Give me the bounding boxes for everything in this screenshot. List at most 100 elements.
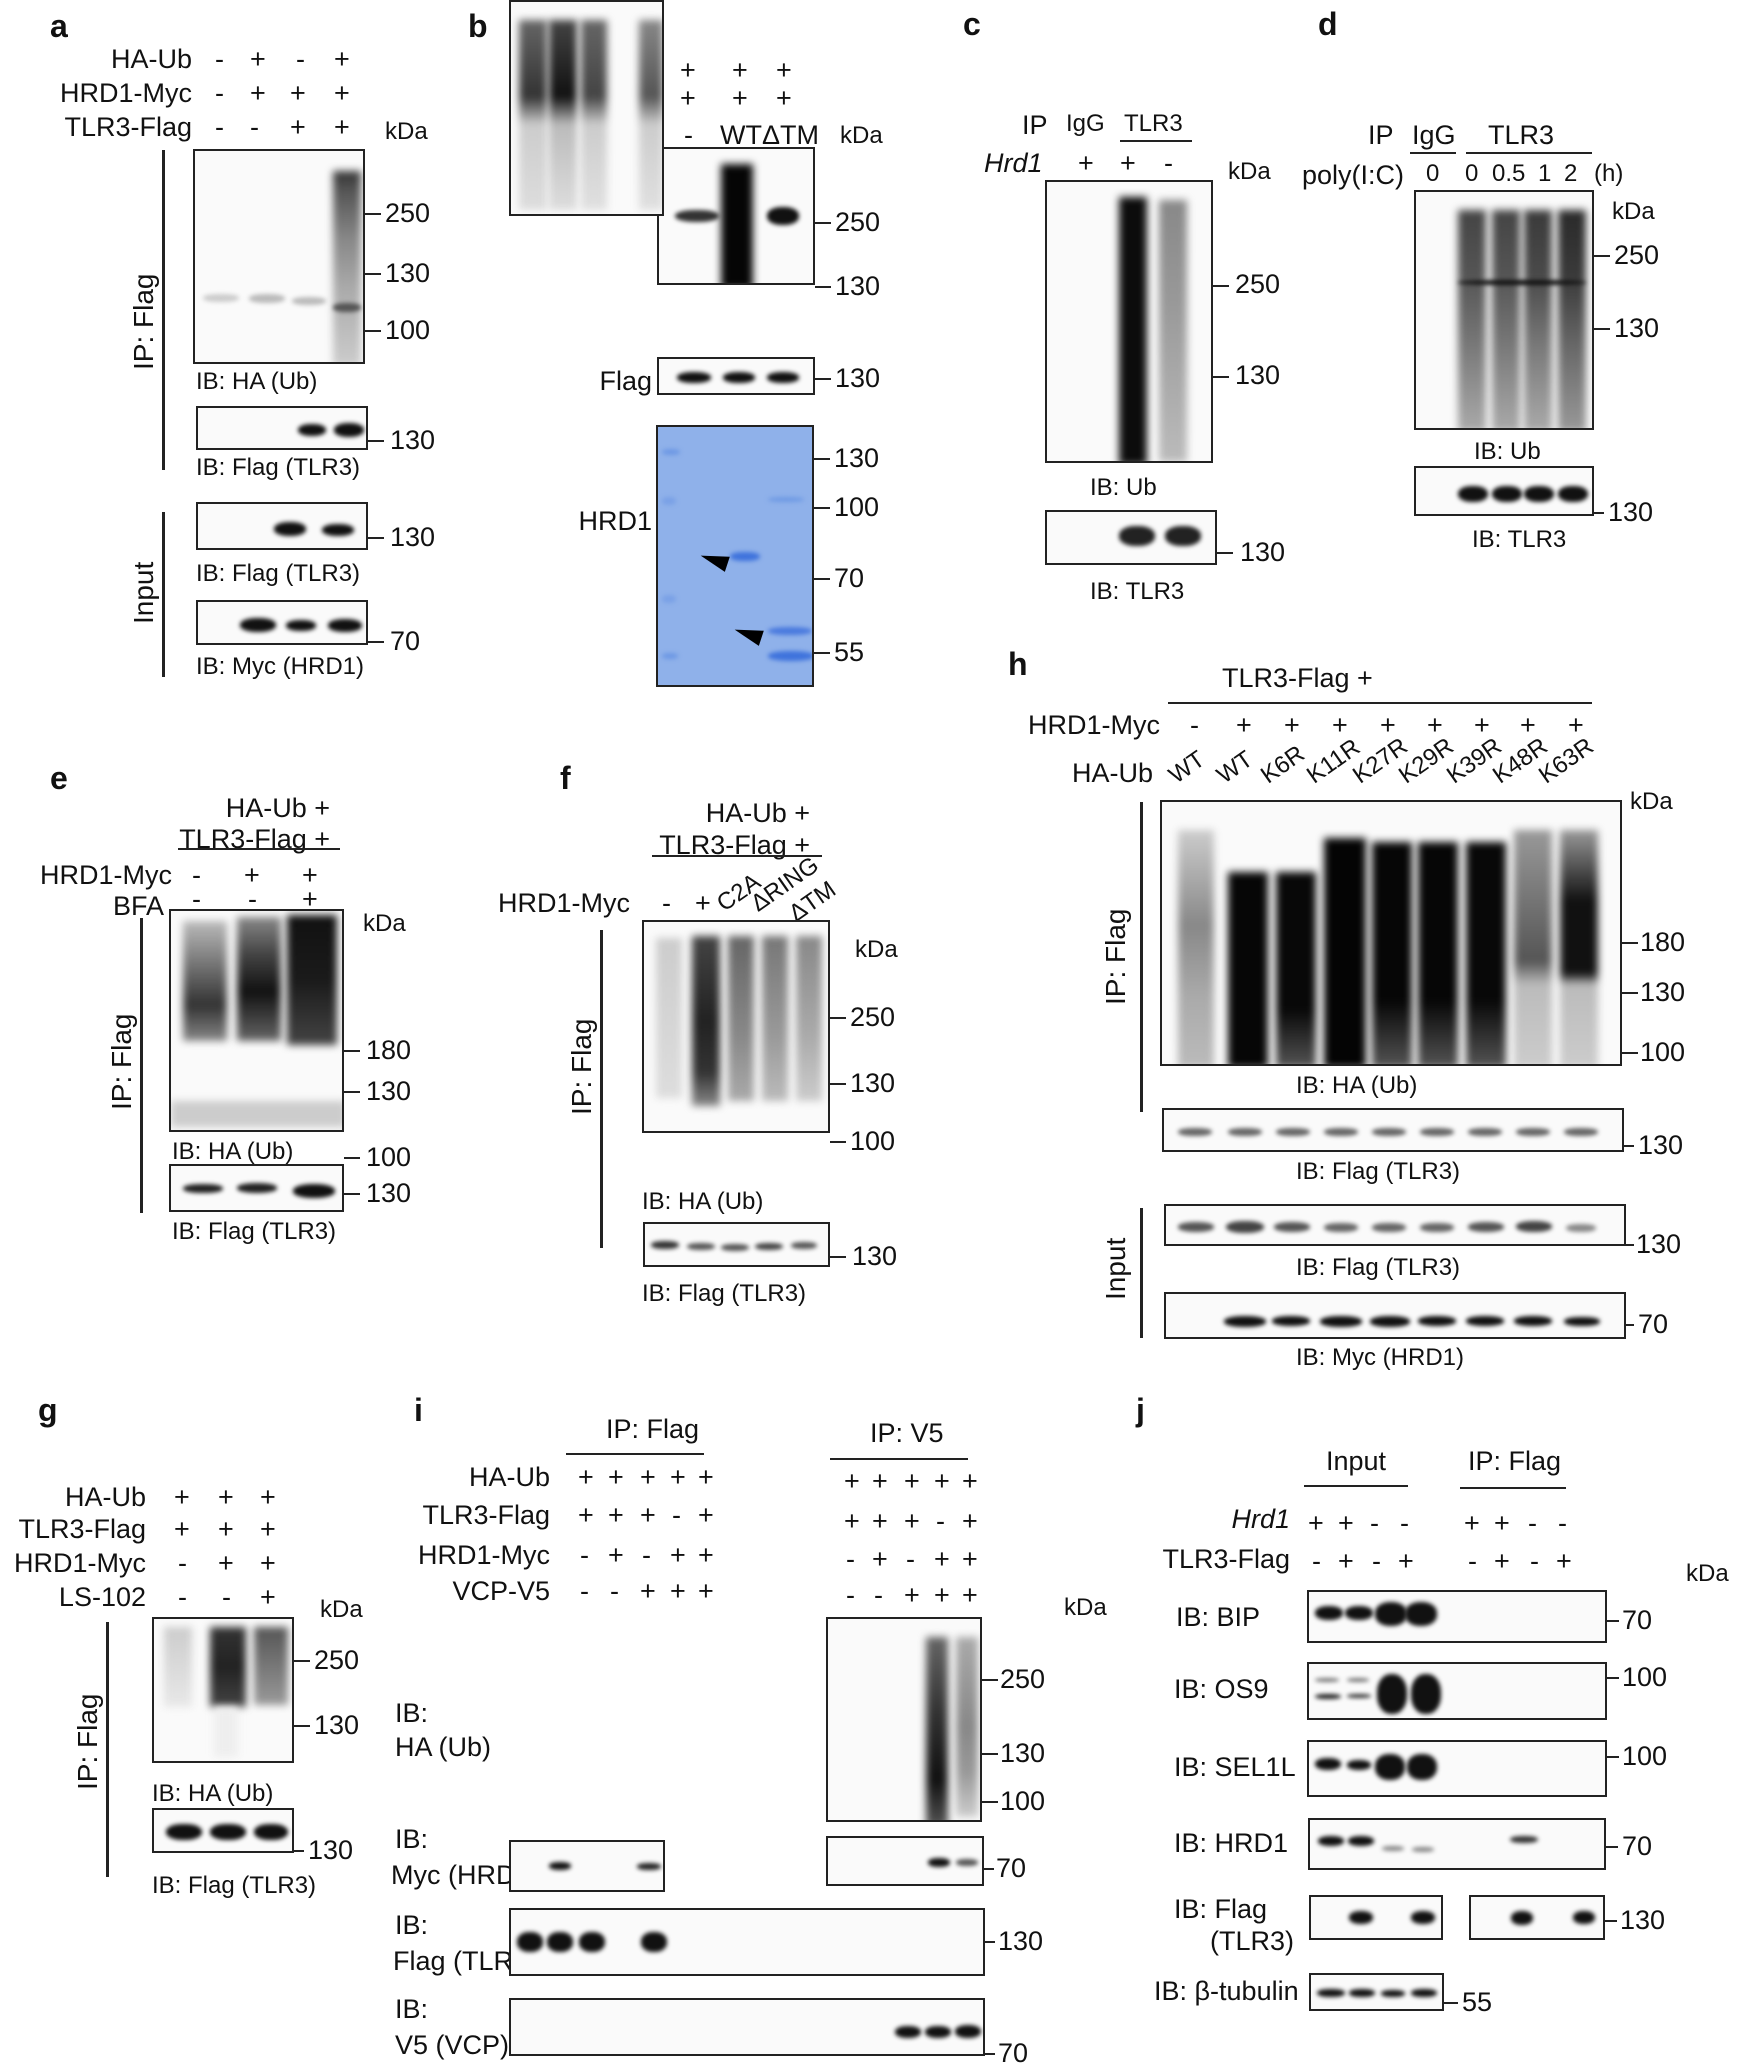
mw-marker: 100: [1000, 1786, 1046, 1816]
common-condition: TLR3-Flag +: [659, 830, 810, 860]
group-bar: [1410, 152, 1456, 154]
blot-ub: [1045, 180, 1213, 463]
ib-label: IB: Flag: [1174, 1894, 1268, 1924]
lane-value: +: [1427, 710, 1443, 740]
lane-value: -: [610, 1576, 619, 1606]
lane-value: -: [580, 1576, 589, 1606]
lane-value: -: [1372, 1546, 1381, 1576]
blot-ha-ub-ip-v5: [826, 1617, 982, 1822]
mw-marker: 180: [366, 1035, 412, 1065]
lane-value: -: [1528, 1508, 1537, 1538]
panel-label: e: [50, 760, 68, 796]
unit-label: (h): [1594, 160, 1624, 187]
lane-value: -: [580, 1540, 589, 1570]
panel-label: d: [1318, 6, 1338, 42]
lane-value: 2: [1564, 160, 1578, 187]
lane-value: +: [904, 1506, 920, 1536]
blot-flag-tlr3-input: [196, 502, 368, 550]
blot-ha-ub: [1160, 800, 1622, 1066]
lane-value: 0: [1465, 160, 1479, 187]
kda-label: kDa: [1630, 788, 1673, 815]
blot-myc-hrd1: [196, 600, 368, 645]
lane-value: +: [1338, 1546, 1354, 1576]
lane-value: +: [1494, 1508, 1510, 1538]
blot-label: Flag: [599, 366, 652, 396]
lane-value: +: [670, 1462, 686, 1492]
group-bracket: [600, 930, 603, 1248]
group-label: IP: Flag: [1468, 1446, 1562, 1476]
ib-label: IB: HRD1: [1174, 1828, 1289, 1858]
ib-label: HA (Ub): [395, 1732, 492, 1762]
blot-ub: [1414, 190, 1594, 430]
ib-label: IB: Flag (TLR3): [642, 1280, 807, 1307]
condition-label: Hrd1: [1231, 1504, 1290, 1534]
mw-marker: 130: [834, 443, 880, 473]
group-bracket: [1140, 1208, 1143, 1338]
group-bar: [652, 855, 822, 857]
lane-value: -: [192, 884, 201, 914]
condition-label: HA-Ub: [1072, 758, 1154, 788]
blot-v5-vcp: [509, 1998, 985, 2056]
lane-value: -: [1558, 1508, 1567, 1538]
condition-label: Hrd1: [984, 148, 1043, 178]
mw-marker: 130: [1620, 1905, 1666, 1935]
lane-value: +: [698, 1540, 714, 1570]
blot-ha-ub: [642, 920, 830, 1133]
lane-value: +: [218, 1482, 234, 1512]
lane-value: +: [680, 55, 696, 85]
blot-myc-hrd1: [1164, 1292, 1626, 1339]
condition-label: HA-Ub: [64, 1482, 146, 1512]
lane-value: -: [1468, 1546, 1477, 1576]
mw-marker: 100: [1622, 1662, 1668, 1692]
kda-label: kDa: [363, 910, 406, 937]
panel-label: c: [963, 6, 981, 42]
lane-value: -: [178, 1548, 187, 1578]
lane-value: +: [260, 1582, 276, 1612]
blot-flag-tlr3: [169, 1164, 344, 1212]
blot-flag-tlr3-ip: [1162, 1108, 1624, 1152]
lane-value: +: [1332, 710, 1348, 740]
group-label-ip: IP: Flag: [106, 1013, 137, 1110]
lane-value: +: [640, 1500, 656, 1530]
lane-value: -: [215, 112, 224, 142]
kda-label: kDa: [1686, 1560, 1729, 1587]
group-bracket: [162, 150, 165, 470]
group-bracket: [162, 512, 165, 677]
blot-myc-hrd1-ip-flag: [509, 1840, 665, 1892]
lane-value: -: [192, 860, 201, 890]
blot-flag-tlr3-input: [1164, 1204, 1626, 1246]
lane-value: +: [962, 1506, 978, 1536]
lane-value: +: [962, 1544, 978, 1574]
blot-flag: [657, 357, 815, 395]
panel-label: g: [38, 1392, 58, 1428]
blot-beta-tubulin: [1309, 1973, 1444, 2011]
lane-value: +: [670, 1576, 686, 1606]
lane-value: +: [1520, 710, 1536, 740]
lane-value: +: [174, 1482, 190, 1512]
lane-value: -: [936, 1506, 945, 1536]
blot-flag-tlr3: [152, 1808, 294, 1853]
mw-marker: 130: [1638, 1130, 1684, 1160]
lane-value: -: [846, 1544, 855, 1574]
lane-value: +: [934, 1544, 950, 1574]
panel-label: i: [414, 1392, 423, 1428]
ib-label: IB: Flag (TLR3): [196, 560, 361, 587]
ib-label: IB: TLR3: [1472, 526, 1567, 553]
ib-label: IB: HA (Ub): [196, 368, 318, 395]
lane-value: +: [698, 1576, 714, 1606]
mw-marker: 130: [390, 522, 436, 552]
mw-marker: 100: [850, 1126, 896, 1156]
group-bar: [1168, 702, 1592, 704]
lane-value: +: [1338, 1508, 1354, 1538]
blot-bip: [1307, 1590, 1607, 1643]
mw-marker: 70: [1622, 1605, 1653, 1635]
lane-value: +: [290, 78, 306, 108]
lane-value: +: [218, 1514, 234, 1544]
ib-label: IB: Flag (TLR3): [172, 1218, 337, 1245]
kda-label: kDa: [840, 122, 883, 149]
lane-value: +: [608, 1540, 624, 1570]
blot-sel1l: [1307, 1740, 1607, 1797]
lane-value: -: [248, 884, 257, 914]
ib-label: (TLR3): [1210, 1926, 1295, 1956]
blot-ha-ub: [169, 909, 344, 1132]
